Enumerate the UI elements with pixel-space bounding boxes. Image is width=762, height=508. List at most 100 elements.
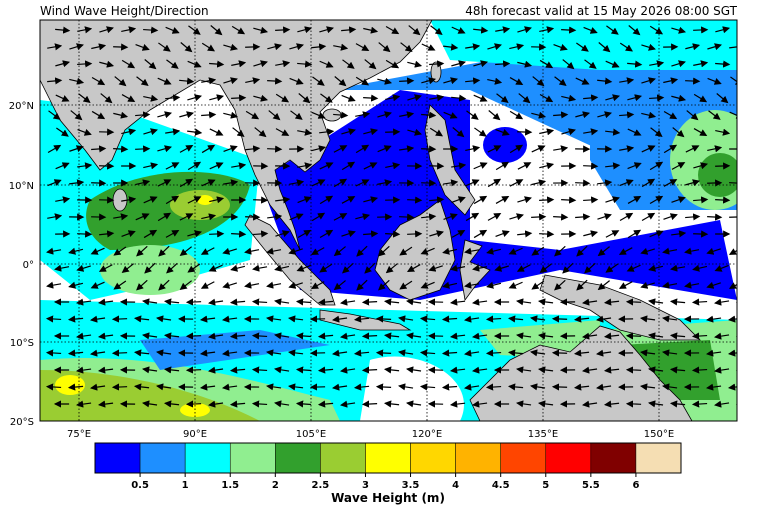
wind-arrow <box>244 281 260 289</box>
wind-arrow <box>363 162 378 170</box>
wind-arrow <box>715 162 731 170</box>
colorbar-swatch <box>455 442 501 474</box>
wind-arrow <box>355 111 371 119</box>
wind-arrow <box>355 144 370 154</box>
wind-arrow <box>485 349 502 357</box>
wind-arrow <box>553 111 569 119</box>
wind-arrow <box>97 400 114 408</box>
wind-arrow <box>429 60 445 68</box>
wind-arrow <box>737 166 751 167</box>
wind-arrow <box>471 332 488 340</box>
wind-arrow <box>464 281 480 289</box>
wind-arrow <box>275 93 290 103</box>
wind-arrow <box>625 366 642 374</box>
wind-arrow <box>91 43 107 51</box>
wind-arrow <box>113 145 129 153</box>
wind-arrow <box>398 383 414 391</box>
wind-arrow <box>295 366 312 374</box>
wind-arrow <box>473 94 488 102</box>
wind-arrow <box>684 281 700 289</box>
wind-arrow <box>208 298 224 306</box>
wind-arrow <box>738 61 751 66</box>
wind-arrow <box>531 280 545 290</box>
wind-arrow <box>539 162 555 170</box>
wind-arrow <box>451 196 466 204</box>
wind-arrow <box>55 94 70 102</box>
wind-arrow <box>663 179 678 187</box>
colorbar-swatch <box>410 442 456 474</box>
wind-arrow <box>375 315 392 323</box>
wind-arrow <box>641 43 656 51</box>
wind-arrow <box>353 315 370 323</box>
wind-arrow <box>625 332 642 340</box>
wind-arrow <box>737 131 751 132</box>
wind-arrow <box>341 161 356 171</box>
wind-arrow <box>113 213 129 221</box>
wind-arrow <box>429 94 445 102</box>
wind-arrow <box>605 128 621 136</box>
wind-arrow <box>495 230 510 238</box>
wind-arrow <box>515 332 532 340</box>
wind-arrow <box>265 383 282 391</box>
wind-arrow <box>551 349 568 357</box>
wind-arrow <box>583 94 599 102</box>
wind-arrow <box>113 111 129 119</box>
wind-arrow <box>267 77 283 85</box>
wind-arrow <box>221 383 238 391</box>
wind-arrow <box>385 94 401 102</box>
wind-arrow <box>383 400 400 408</box>
wind-arrow <box>663 77 679 85</box>
wind-arrow <box>163 366 180 374</box>
wind-arrow <box>451 230 466 238</box>
wind-arrow <box>627 195 642 204</box>
wind-arrow <box>75 366 92 374</box>
wind-arrow <box>353 383 370 391</box>
wind-arrow <box>200 247 215 255</box>
wind-arrow <box>573 349 590 357</box>
wind-arrow <box>67 383 84 391</box>
wind-arrow <box>727 383 737 391</box>
lat-label: 20°N <box>9 101 34 112</box>
wind-arrow <box>669 332 686 340</box>
wind-arrow <box>46 247 62 255</box>
wind-arrow <box>353 349 370 357</box>
wind-arrow <box>210 25 223 36</box>
wind-arrow <box>97 332 114 340</box>
wind-arrow <box>251 298 268 306</box>
graticule <box>40 20 737 421</box>
wind-arrow <box>297 60 313 68</box>
wind-arrow <box>252 264 268 272</box>
wind-arrow <box>267 213 283 221</box>
wind-arrow <box>289 43 304 51</box>
wind-arrow <box>229 400 246 408</box>
wind-arrow <box>136 279 148 291</box>
wind-arrow <box>648 298 664 306</box>
wind-arrow <box>509 43 525 51</box>
lon-label: 135°E <box>528 429 558 440</box>
wind-arrow <box>597 77 613 85</box>
wind-arrow <box>311 43 327 51</box>
wind-arrow <box>165 94 181 102</box>
wind-arrow <box>45 349 62 357</box>
wind-arrow <box>333 280 346 291</box>
wind-arrow <box>640 247 655 255</box>
wind-arrow <box>531 145 546 153</box>
wind-arrow <box>517 196 532 204</box>
wind-arrow <box>209 230 225 238</box>
wind-arrow <box>443 77 458 85</box>
wind-arrow <box>728 248 737 255</box>
colorbar-tick-label: 3.5 <box>402 480 420 491</box>
wind-arrow <box>99 230 115 238</box>
wind-arrow <box>639 349 656 357</box>
wind-arrow <box>274 298 290 306</box>
wind-arrow <box>275 26 291 34</box>
wind-arrow <box>356 279 368 291</box>
wind-arrow <box>144 262 156 274</box>
wind-arrow <box>663 213 678 221</box>
colorbar-swatch <box>545 442 592 474</box>
wind-arrow <box>67 315 84 323</box>
wind-arrow <box>232 127 245 138</box>
wind-arrow <box>209 162 224 170</box>
colorbar-tick-label: 2.5 <box>312 480 330 491</box>
wind-arrow <box>707 43 722 51</box>
